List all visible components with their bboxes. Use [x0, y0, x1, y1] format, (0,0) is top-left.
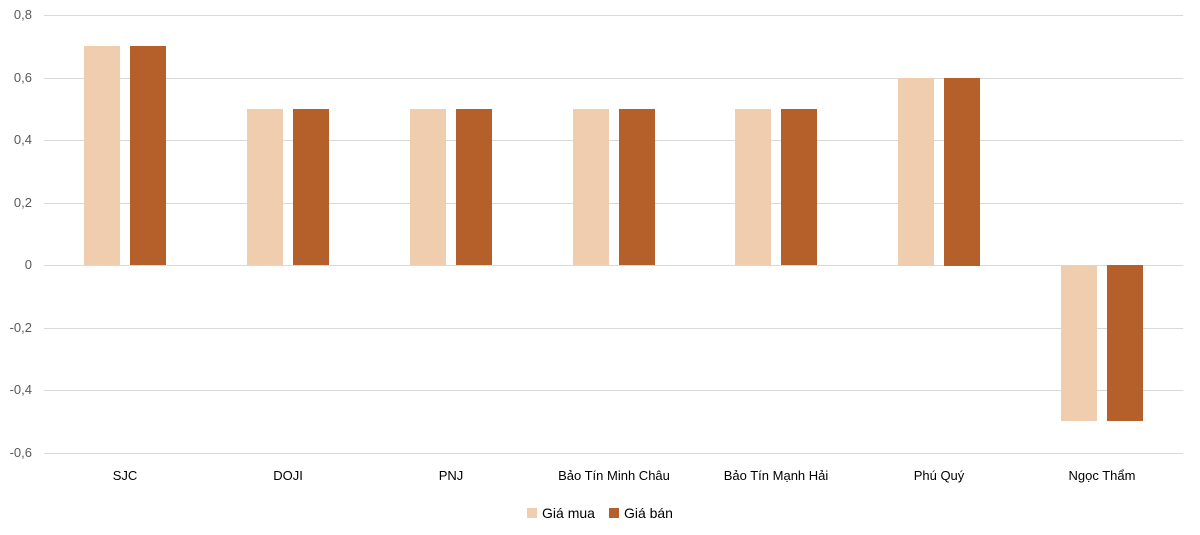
legend: Giá mua Giá bán	[0, 505, 1200, 521]
bar-gia-mua	[898, 78, 934, 266]
gridline	[44, 390, 1183, 391]
bar-gia-mua	[573, 109, 609, 265]
x-tick-label: Bảo Tín Mạnh Hải	[723, 468, 829, 483]
bar-gia-mua	[735, 109, 771, 265]
y-tick-label: -0,6	[9, 445, 32, 460]
x-tick-label: SJC	[112, 468, 138, 483]
bar-gia-ban	[781, 109, 817, 265]
legend-label: Giá bán	[623, 505, 673, 521]
bar-gia-ban	[619, 109, 655, 265]
legend-swatch-icon	[527, 508, 538, 518]
x-tick-label: DOJI	[273, 468, 303, 483]
y-tick-label: 0,6	[13, 70, 32, 85]
legend-label: Giá mua	[542, 505, 595, 521]
x-tick-label: Phú Quý	[913, 468, 965, 483]
gridline	[44, 203, 1183, 204]
bar-gia-ban	[293, 109, 329, 265]
y-tick-label: -0,2	[9, 320, 32, 335]
bar-gia-mua	[410, 109, 446, 265]
bar-gia-ban	[1107, 265, 1143, 421]
gridline	[44, 453, 1183, 454]
gridline	[44, 265, 1183, 266]
y-tick-label: 0,8	[13, 7, 32, 22]
x-tick-label: Bảo Tín Minh Châu	[558, 468, 670, 483]
y-tick-label: 0,4	[13, 132, 32, 147]
y-tick-label: 0	[24, 257, 32, 272]
gridline	[44, 328, 1183, 329]
y-tick-label: 0,2	[13, 195, 32, 210]
bar-gia-ban	[130, 46, 166, 265]
bar-gia-ban	[456, 109, 492, 265]
x-tick-label: Ngọc Thẩm	[1068, 468, 1136, 483]
legend-swatch-icon	[608, 508, 619, 518]
legend-item: Giá bán	[608, 505, 673, 521]
y-tick-label: -0,4	[9, 382, 32, 397]
x-tick-label: PNJ	[438, 468, 464, 483]
bar-gia-ban	[944, 78, 980, 266]
bar-gia-mua	[84, 46, 120, 265]
bar-gia-mua	[247, 109, 283, 265]
bar-gia-mua	[1061, 265, 1097, 421]
legend-item: Giá mua	[527, 505, 595, 521]
gridline	[44, 78, 1183, 79]
gridline	[44, 140, 1183, 141]
gridline	[44, 15, 1183, 16]
